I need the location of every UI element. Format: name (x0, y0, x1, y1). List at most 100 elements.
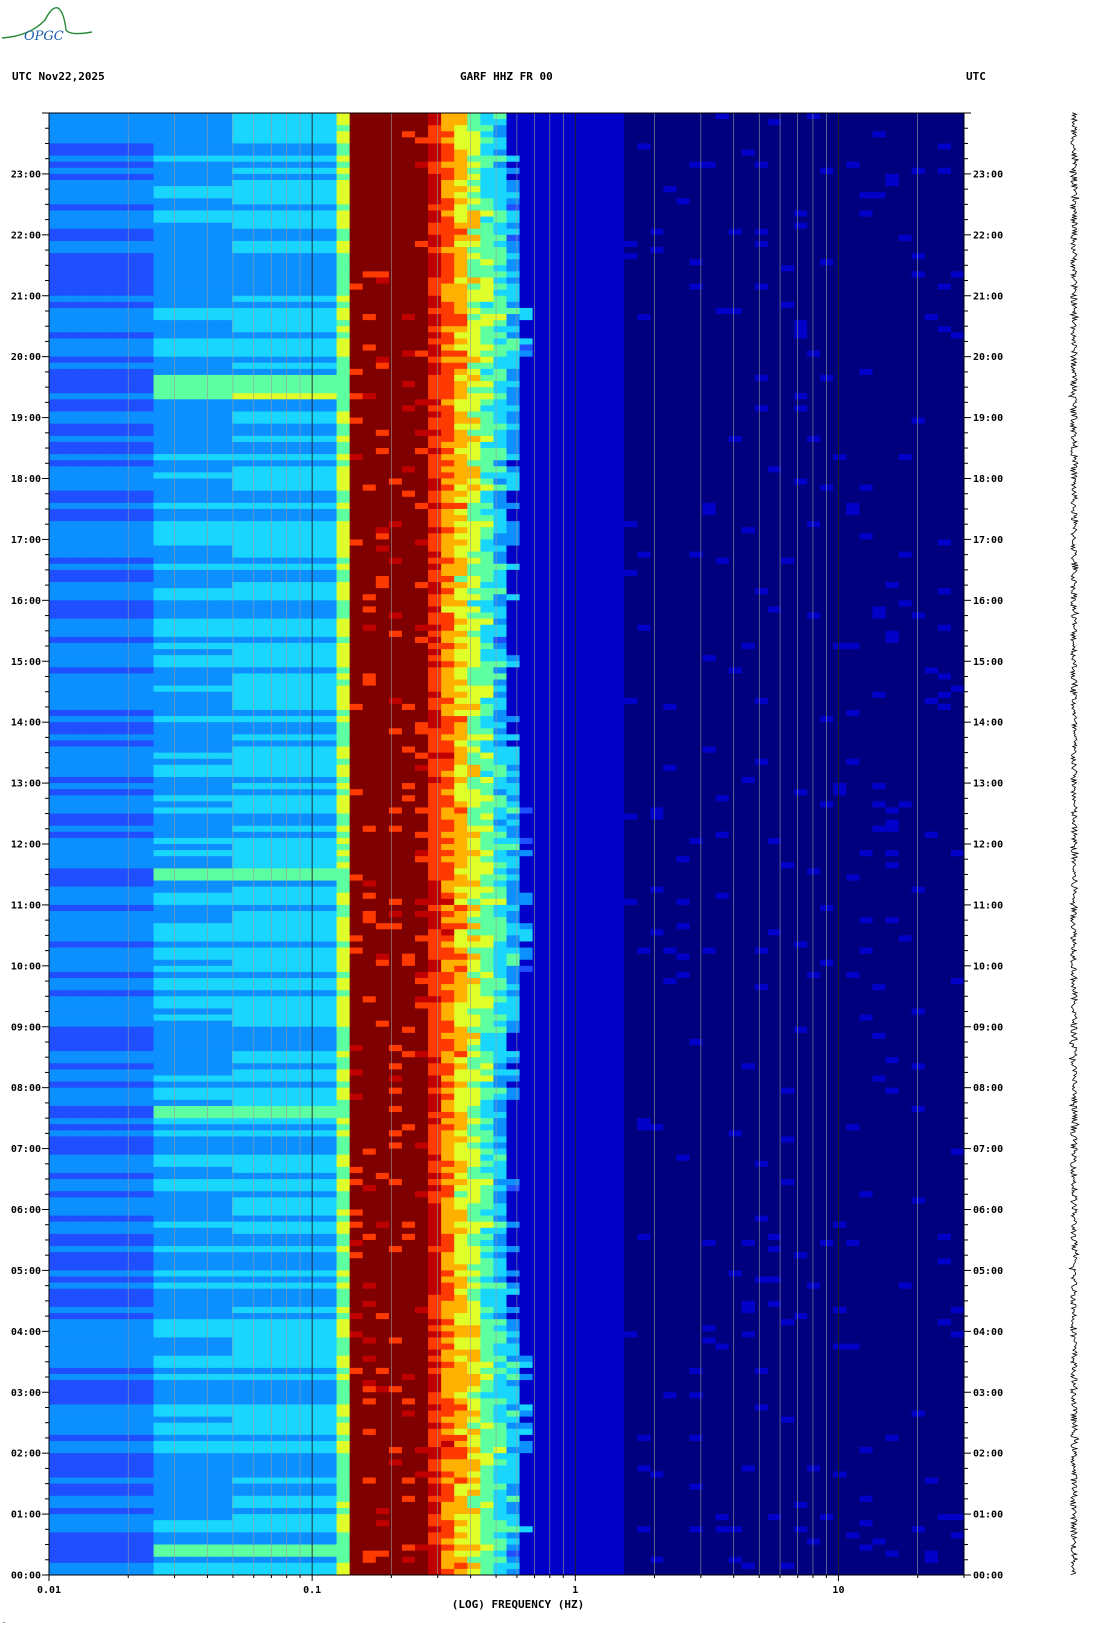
heatmap-cell (807, 472, 821, 478)
heatmap-cell (559, 143, 573, 149)
heatmap-cell (480, 381, 494, 387)
heatmap-cell (507, 143, 521, 149)
heatmap-cell (402, 119, 416, 125)
heatmap-cell (297, 113, 311, 119)
heatmap-cell (546, 332, 560, 338)
heatmap-cell (807, 217, 821, 223)
heatmap-cell (846, 533, 860, 539)
heatmap-cell (624, 125, 638, 131)
heatmap-cell (886, 411, 900, 417)
heatmap-cell (376, 229, 390, 235)
heatmap-cell (925, 332, 939, 338)
heatmap-cell (807, 174, 821, 180)
heatmap-cell (101, 320, 115, 326)
heatmap-cell (807, 479, 821, 485)
heatmap-cell (271, 375, 285, 381)
heatmap-cell (833, 472, 847, 478)
heatmap-cell (284, 363, 298, 369)
heatmap-cell (428, 284, 442, 290)
heatmap-cell (493, 381, 507, 387)
heatmap-cell (598, 332, 612, 338)
heatmap-cell (729, 302, 743, 308)
heatmap-cell (180, 460, 194, 466)
heatmap-cell (415, 351, 429, 357)
heatmap-cell (899, 430, 913, 436)
heatmap-cell (232, 284, 246, 290)
heatmap-cell (507, 363, 521, 369)
heatmap-cell (637, 491, 651, 497)
heatmap-cell (271, 485, 285, 491)
heatmap-cell (167, 320, 181, 326)
heatmap-cell (324, 210, 338, 216)
heatmap-cell (899, 375, 913, 381)
heatmap-cell (794, 430, 808, 436)
heatmap-cell (219, 533, 233, 539)
heatmap-cell (62, 430, 76, 436)
heatmap-cell (624, 210, 638, 216)
heatmap-cell (912, 125, 926, 131)
heatmap-cell (873, 375, 887, 381)
heatmap-cell (284, 290, 298, 296)
heatmap-cell (402, 393, 416, 399)
heatmap-cell (88, 131, 102, 137)
heatmap-cell (193, 521, 207, 527)
heatmap-cell (742, 424, 756, 430)
heatmap-cell (598, 369, 612, 375)
heatmap-cell (781, 162, 795, 168)
heatmap-cell (794, 137, 808, 143)
heatmap-cell (951, 277, 965, 283)
heatmap-cell (154, 479, 168, 485)
heatmap-cell (729, 277, 743, 283)
heatmap-cell (415, 168, 429, 174)
heatmap-cell (101, 448, 115, 454)
heatmap-cell (650, 344, 664, 350)
heatmap-cell (729, 454, 743, 460)
heatmap-cell (833, 247, 847, 253)
heatmap-cell (859, 436, 873, 442)
heatmap-cell (49, 436, 63, 442)
heatmap-cell (258, 204, 272, 210)
heatmap-cell (611, 411, 625, 417)
heatmap-cell (833, 363, 847, 369)
heatmap-cell (520, 436, 534, 442)
heatmap-cell (859, 131, 873, 137)
heatmap-cell (467, 375, 481, 381)
heatmap-cell (284, 448, 298, 454)
heatmap-cell (742, 411, 756, 417)
heatmap-cell (637, 472, 651, 478)
heatmap-cell (873, 113, 887, 119)
heatmap-cell (141, 442, 155, 448)
heatmap-cell (781, 375, 795, 381)
heatmap-cell (297, 430, 311, 436)
heatmap-cell (951, 296, 965, 302)
heatmap-cell (62, 253, 76, 259)
heatmap-cell (245, 472, 259, 478)
heatmap-cell (284, 204, 298, 210)
heatmap-cell (559, 521, 573, 527)
heatmap-cell (376, 217, 390, 223)
heatmap-cell (755, 137, 769, 143)
heatmap-cell (193, 546, 207, 552)
heatmap-cell (363, 539, 377, 545)
heatmap-cell (650, 509, 664, 515)
heatmap-cell (742, 497, 756, 503)
heatmap-cell (611, 436, 625, 442)
heatmap-cell (833, 119, 847, 125)
heatmap-cell (637, 503, 651, 509)
heatmap-cell (297, 192, 311, 198)
heatmap-cell (88, 204, 102, 210)
heatmap-cell (88, 217, 102, 223)
heatmap-cell (886, 509, 900, 515)
heatmap-cell (415, 314, 429, 320)
heatmap-cell (755, 143, 769, 149)
heatmap-cell (859, 442, 873, 448)
heatmap-cell (520, 210, 534, 216)
heatmap-cell (428, 539, 442, 545)
heatmap-cell (794, 351, 808, 357)
heatmap-cell (742, 430, 756, 436)
heatmap-cell (925, 204, 939, 210)
heatmap-cell (297, 180, 311, 186)
heatmap-cell (415, 290, 429, 296)
heatmap-cell (219, 509, 233, 515)
heatmap-cell (676, 393, 690, 399)
